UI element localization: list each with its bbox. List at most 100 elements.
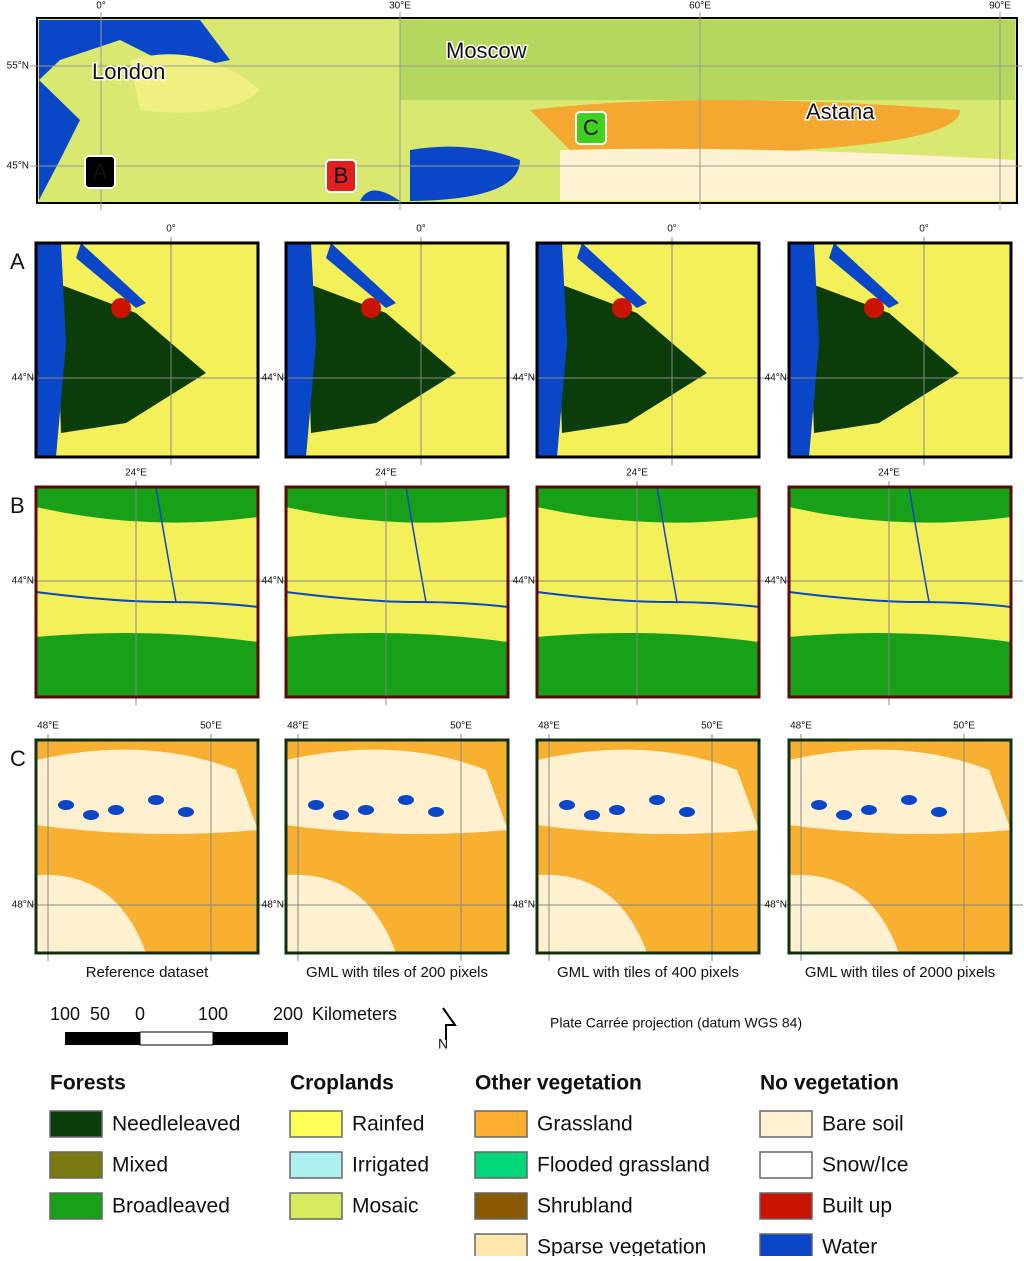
sea — [360, 190, 400, 201]
panel-frame — [787, 485, 1013, 699]
lake — [308, 800, 324, 810]
bare — [789, 874, 899, 953]
bare — [537, 874, 647, 953]
forest — [286, 633, 508, 697]
legend-label: Grassland — [537, 1113, 633, 1136]
site-marker — [325, 159, 357, 193]
lat-label: 48°N — [513, 900, 535, 911]
estuary — [577, 243, 647, 308]
panel-frame — [535, 485, 761, 699]
lat-label: 45°N — [7, 161, 29, 172]
panel-frame — [284, 738, 510, 955]
lon-label: 0° — [416, 224, 426, 235]
lake — [428, 807, 444, 817]
estuary — [76, 243, 146, 308]
legend-label: Water — [822, 1236, 877, 1256]
legend-swatch — [759, 1233, 813, 1261]
site-marker — [575, 111, 607, 145]
legend-swatch — [759, 1151, 813, 1179]
river — [788, 591, 1012, 608]
river — [35, 591, 259, 608]
river — [536, 591, 760, 608]
lake — [148, 795, 164, 805]
lon-label: 60°E — [689, 1, 711, 12]
legend-swatch — [474, 1233, 528, 1261]
lon-label: 50°E — [200, 721, 222, 732]
panel — [783, 734, 1023, 961]
city — [864, 298, 884, 318]
legend-swatch — [474, 1192, 528, 1220]
column-caption: GML with tiles of 400 pixels — [557, 964, 739, 981]
scale-unit: Kilometers — [312, 1004, 397, 1024]
lat-label: 44°N — [765, 576, 787, 587]
panel-frame — [284, 485, 510, 699]
panel-frame — [34, 241, 260, 459]
forest — [537, 633, 759, 697]
scale-segment — [65, 1032, 140, 1045]
panel — [280, 734, 520, 961]
lon-label: 24°E — [125, 468, 147, 479]
lon-label: 24°E — [878, 468, 900, 479]
legend-title: Other vegetation — [475, 1072, 642, 1095]
legend-swatch — [289, 1151, 343, 1179]
forest — [789, 633, 1011, 697]
river — [155, 486, 177, 603]
panel-frame — [787, 738, 1013, 955]
north-label: N — [438, 1036, 448, 1052]
river — [908, 486, 930, 603]
forest — [36, 487, 258, 523]
legend-label: Mixed — [112, 1154, 168, 1177]
row-label: C — [10, 746, 26, 771]
legend-label: Needleleaved — [112, 1113, 240, 1136]
lake — [108, 805, 124, 815]
legend-swatch — [289, 1110, 343, 1138]
panel — [30, 734, 270, 961]
river — [405, 486, 427, 603]
site-marker — [84, 155, 116, 189]
legend-label: Shrubland — [537, 1195, 633, 1218]
legend-swatch — [759, 1192, 813, 1220]
panel — [280, 481, 520, 705]
row-label: B — [10, 493, 25, 518]
panel — [783, 481, 1023, 705]
sea — [286, 243, 316, 457]
scale-label: 200 — [273, 1004, 303, 1024]
lat-label: 44°N — [12, 576, 34, 587]
legend-label: Bare soil — [822, 1113, 904, 1136]
forest — [789, 487, 1011, 523]
legend-swatch — [474, 1151, 528, 1179]
lat-label: 44°N — [262, 373, 284, 384]
projection: Plate Carrée projection (datum WGS 84) — [550, 1015, 802, 1031]
panel — [783, 237, 1023, 465]
panel-frame — [535, 738, 761, 955]
sea — [789, 243, 819, 457]
lake — [609, 805, 625, 815]
panel-frame — [787, 241, 1013, 459]
lon-label: 24°E — [375, 468, 397, 479]
forest — [537, 487, 759, 523]
lon-label: 0° — [166, 224, 176, 235]
legend-swatch — [474, 1110, 528, 1138]
lake — [836, 810, 852, 820]
lat-label: 48°N — [262, 900, 284, 911]
forest — [557, 283, 707, 433]
scale-label: 100 — [198, 1004, 228, 1024]
panel-frame — [284, 241, 510, 459]
lon-label: 48°E — [287, 721, 309, 732]
sea — [537, 243, 567, 457]
lon-label: 24°E — [626, 468, 648, 479]
lake — [901, 795, 917, 805]
forest — [286, 487, 508, 523]
lake — [861, 805, 877, 815]
city-label: London — [92, 59, 165, 84]
site-label: A — [93, 159, 108, 184]
lake — [333, 810, 349, 820]
sea — [39, 80, 80, 200]
lake — [398, 795, 414, 805]
legend-title: Croplands — [290, 1072, 394, 1095]
sea — [410, 146, 520, 201]
legend-label: Flooded grassland — [537, 1154, 710, 1177]
lake — [649, 795, 665, 805]
lon-label: 48°E — [37, 721, 59, 732]
column-caption: Reference dataset — [86, 964, 209, 981]
